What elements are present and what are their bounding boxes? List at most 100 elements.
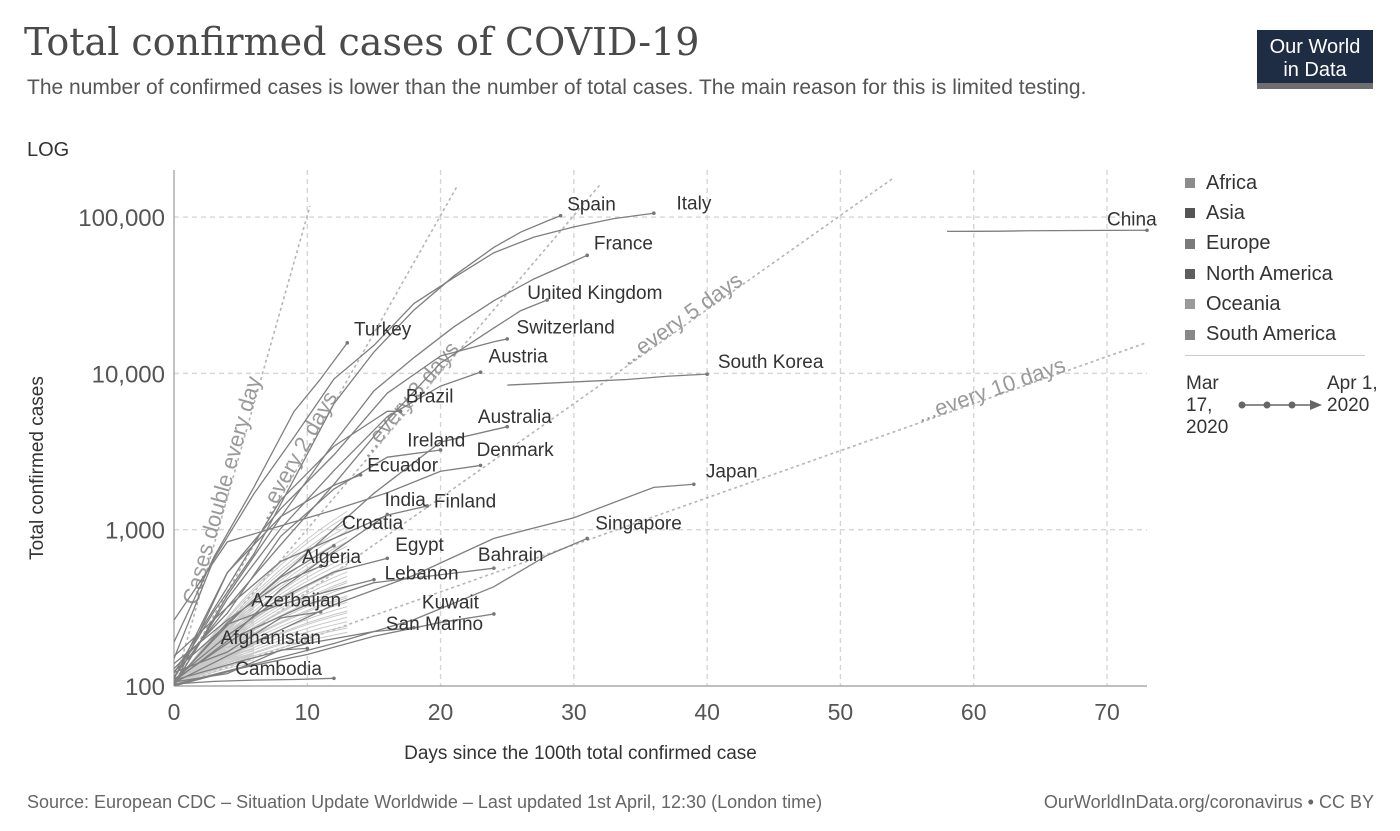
country-label[interactable]: Egypt bbox=[395, 535, 444, 556]
x-tick-label: 60 bbox=[961, 699, 987, 725]
reference-line bbox=[174, 341, 1147, 686]
legend-swatch bbox=[1185, 178, 1195, 189]
country-line bbox=[174, 254, 588, 686]
country-label[interactable]: San Marino bbox=[386, 614, 483, 635]
legend-item[interactable]: Europe bbox=[1185, 229, 1365, 259]
country-label[interactable]: Japan bbox=[706, 461, 758, 482]
country-end-point bbox=[492, 566, 496, 571]
country-label[interactable]: Denmark bbox=[477, 440, 555, 461]
legend-swatch bbox=[1185, 299, 1195, 310]
country-label[interactable]: Spain bbox=[567, 195, 616, 216]
timeline-start-date: Mar 17, 2020 bbox=[1186, 373, 1229, 438]
legend-item[interactable]: North America bbox=[1185, 259, 1365, 289]
x-tick-label: 20 bbox=[428, 699, 454, 725]
country-end-point bbox=[705, 372, 709, 376]
x-tick-label: 30 bbox=[561, 699, 587, 725]
country-line bbox=[174, 215, 561, 678]
legend-label: Europe bbox=[1206, 232, 1271, 255]
x-tick-label: 70 bbox=[1094, 699, 1120, 725]
country-label[interactable]: Bahrain bbox=[478, 545, 543, 566]
country-label[interactable]: United Kingdom bbox=[527, 283, 662, 304]
source-note: Source: European CDC – Situation Update … bbox=[27, 792, 823, 812]
country-line bbox=[174, 299, 548, 677]
country-end-point bbox=[545, 298, 550, 302]
legend-item[interactable]: Asia bbox=[1185, 198, 1365, 228]
country-label[interactable]: Austria bbox=[489, 347, 549, 368]
owid-logo[interactable]: Our World in Data bbox=[1257, 30, 1373, 89]
country-label[interactable]: Croatia bbox=[342, 513, 404, 534]
timeline-slider[interactable] bbox=[1238, 397, 1324, 413]
country-label[interactable]: Brazil bbox=[406, 387, 454, 408]
country-label[interactable]: Cambodia bbox=[235, 659, 322, 680]
country-label[interactable]: Azerbaijan bbox=[251, 591, 341, 612]
x-tick-label: 0 bbox=[168, 699, 181, 725]
legend-label: Africa bbox=[1206, 171, 1258, 194]
x-tick-label: 40 bbox=[694, 699, 720, 725]
legend-label: North America bbox=[1206, 262, 1333, 285]
country-line-faint bbox=[174, 654, 255, 686]
country-end-point bbox=[358, 473, 363, 477]
country-end-point bbox=[478, 370, 483, 374]
country-label[interactable]: Turkey bbox=[354, 319, 412, 340]
country-line-faint bbox=[174, 510, 348, 686]
country-line bbox=[174, 212, 654, 659]
country-line bbox=[174, 647, 308, 683]
legend-swatch bbox=[1185, 329, 1195, 340]
country-line-faint bbox=[174, 610, 348, 686]
country-label[interactable]: Afghanistan bbox=[221, 628, 321, 649]
country-line bbox=[507, 373, 708, 386]
country-label[interactable]: Italy bbox=[676, 193, 711, 214]
country-label[interactable]: Ireland bbox=[407, 431, 465, 452]
country-end-point bbox=[412, 625, 416, 630]
country-end-point bbox=[438, 448, 443, 452]
legend-item[interactable]: South America bbox=[1185, 319, 1365, 349]
country-label[interactable]: Switzerland bbox=[517, 317, 615, 338]
logo-line-2: in Data bbox=[1283, 59, 1347, 81]
country-label[interactable]: Ecuador bbox=[367, 456, 438, 477]
country-label[interactable]: Algeria bbox=[302, 547, 362, 568]
legend-label: Oceania bbox=[1206, 292, 1281, 315]
country-end-point bbox=[505, 337, 510, 341]
country-end-point bbox=[372, 577, 376, 582]
country-label[interactable]: South Korea bbox=[718, 352, 824, 373]
country-end-point bbox=[692, 482, 696, 487]
legend-swatch bbox=[1185, 269, 1195, 280]
country-line bbox=[947, 229, 1147, 233]
timeline-dot bbox=[1288, 401, 1296, 409]
country-label[interactable]: Lebanon bbox=[385, 564, 459, 585]
country-line bbox=[174, 513, 388, 682]
country-line bbox=[174, 338, 508, 686]
x-tick-label: 10 bbox=[294, 699, 320, 725]
legend-swatch bbox=[1185, 208, 1195, 219]
log-scale-toggle[interactable]: LOG bbox=[27, 139, 70, 161]
country-line bbox=[174, 505, 428, 657]
country-label[interactable]: India bbox=[385, 490, 427, 511]
legend-item[interactable]: Oceania bbox=[1185, 289, 1365, 319]
country-label[interactable]: Singapore bbox=[595, 514, 682, 535]
chart-title: Total confirmed cases of COVID-19 bbox=[24, 20, 700, 64]
country-end-point bbox=[1145, 228, 1149, 233]
country-label[interactable]: France bbox=[594, 234, 653, 255]
y-tick-label: 1,000 bbox=[105, 518, 165, 545]
country-line bbox=[174, 677, 334, 685]
country-line bbox=[174, 483, 694, 684]
country-label[interactable]: Kuwait bbox=[422, 592, 480, 613]
timeline-dot bbox=[1238, 401, 1246, 409]
country-line bbox=[174, 613, 494, 686]
reference-line bbox=[174, 205, 311, 686]
legend-item[interactable]: Africa bbox=[1185, 168, 1365, 198]
source-link[interactable]: OurWorldInData.org/coronavirus • CC BY bbox=[1043, 792, 1374, 812]
country-label[interactable]: Australia bbox=[478, 407, 552, 428]
country-label[interactable]: Finland bbox=[434, 491, 496, 512]
country-line bbox=[174, 449, 441, 670]
country-end-point bbox=[585, 253, 589, 258]
country-label[interactable]: China bbox=[1107, 210, 1157, 231]
x-tick-label: 50 bbox=[828, 699, 854, 725]
country-end-point bbox=[385, 556, 390, 561]
country-line bbox=[174, 545, 335, 684]
country-line bbox=[174, 474, 361, 680]
timeline-dot bbox=[1263, 401, 1271, 409]
y-tick-label: 100 bbox=[125, 674, 165, 701]
country-end-point bbox=[318, 564, 323, 568]
reference-line-label: ...every 2 days bbox=[250, 387, 342, 524]
